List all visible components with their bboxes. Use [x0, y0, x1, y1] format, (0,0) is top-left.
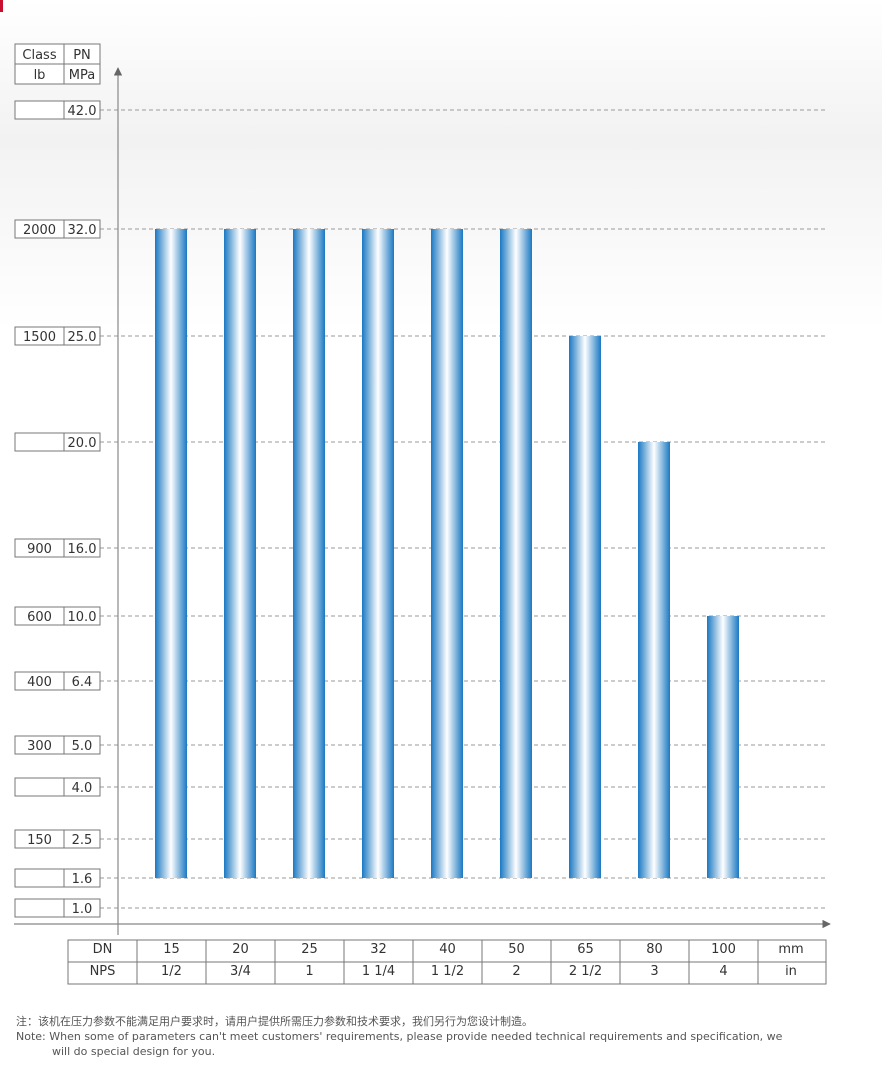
corner-accent	[0, 0, 3, 12]
bar-dn-100	[707, 616, 739, 878]
pn-unit-label: MPa	[69, 68, 95, 83]
class-tick-label: 1500	[23, 330, 56, 345]
dn-tick-label: 25	[301, 942, 318, 957]
size-table: DN NPS mm in 15 1/2 20 3/4 25 1 32 1 1/4 40 1 1/2 50 2 6…	[67, 939, 827, 985]
note-chinese: 注：该机在压力参数不能满足用户要求时，请用户提供所需压力参数和技术要求，我们另行…	[16, 1015, 533, 1028]
pn-cell	[63, 829, 101, 849]
pn-cell	[63, 432, 101, 452]
class-cell	[14, 100, 65, 120]
note-english-line1: Note: When some of parameters can't meet…	[16, 1030, 783, 1043]
dn-tick-label: 100	[711, 942, 736, 957]
class-tick-label: 900	[27, 542, 52, 557]
bar-dn-40	[431, 229, 463, 878]
pn-cell	[63, 777, 101, 797]
dn-tick-label: 15	[163, 942, 180, 957]
dn-unit-label: mm	[778, 942, 803, 957]
pn-cell	[63, 606, 101, 626]
nps-tick-label: 1 1/2	[431, 964, 464, 979]
pn-cell	[63, 538, 101, 558]
bar-dn-15	[155, 229, 187, 878]
class-cell	[14, 898, 65, 918]
nps-tick-label: 4	[719, 964, 727, 979]
pn-cell	[63, 735, 101, 755]
nps-tick-label: 2 1/2	[569, 964, 602, 979]
nps-tick-label: 1	[305, 964, 313, 979]
nps-tick-label: 1/2	[161, 964, 182, 979]
dn-row-label: DN	[93, 942, 113, 957]
pn-cell	[63, 868, 101, 888]
bars	[155, 229, 739, 878]
dn-tick-label: 40	[439, 942, 456, 957]
pn-tick-label: 42.0	[68, 104, 97, 119]
note-english-line2: will do special design for you.	[52, 1045, 216, 1058]
pn-tick-label: 16.0	[68, 542, 97, 557]
pn-tick-label: 1.6	[72, 872, 93, 887]
dn-tick-label: 80	[646, 942, 663, 957]
dn-tick-label: 20	[232, 942, 249, 957]
nps-unit-label: in	[785, 964, 797, 979]
class-header-label: Class	[22, 48, 56, 63]
pn-tick-label: 2.5	[72, 833, 93, 848]
bar-dn-20	[224, 229, 256, 878]
bar-dn-80	[638, 442, 670, 878]
nps-cell	[757, 961, 827, 985]
pn-tick-label: 5.0	[72, 739, 93, 754]
bar-dn-50	[500, 229, 532, 878]
dn-tick-label: 32	[370, 942, 387, 957]
class-tick-label: 400	[27, 675, 52, 690]
pn-header-label: PN	[73, 48, 91, 63]
nps-tick-label: 2	[512, 964, 520, 979]
class-tick-label: 150	[27, 833, 52, 848]
bar-dn-25	[293, 229, 325, 878]
pn-tick-label: 20.0	[68, 436, 97, 451]
pn-cell	[63, 219, 101, 239]
scale-header: Class PN lb MPa	[14, 43, 101, 85]
pn-tick-label: 10.0	[68, 610, 97, 625]
pn-cell	[63, 898, 101, 918]
class-cell	[14, 777, 65, 797]
class-tick-label: 600	[27, 610, 52, 625]
pn-cell	[63, 671, 101, 691]
nps-row-label: NPS	[90, 964, 116, 979]
bar-dn-65	[569, 336, 601, 878]
axes	[14, 67, 831, 935]
footnote: 注：该机在压力参数不能满足用户要求时，请用户提供所需压力参数和技术要求，我们另行…	[16, 1014, 866, 1059]
pn-tick-label: 32.0	[68, 223, 97, 238]
pn-tick-label: 25.0	[68, 330, 97, 345]
pn-cell	[63, 326, 101, 346]
class-tick-label: 2000	[23, 223, 56, 238]
grid-lines	[100, 109, 826, 909]
class-unit-label: lb	[34, 68, 46, 83]
dn-tick-label: 50	[508, 942, 525, 957]
nps-tick-label: 1 1/4	[362, 964, 395, 979]
pn-tick-label: 1.0	[72, 902, 93, 917]
dn-tick-label: 65	[577, 942, 594, 957]
bar-dn-32	[362, 229, 394, 878]
pn-cell	[63, 100, 101, 120]
pressure-scale: 42.0 2000 32.0 1500 25.0 20.0 900 16.0 600 10.0 40…	[14, 100, 101, 918]
nps-tick-label: 3/4	[230, 964, 251, 979]
pn-tick-label: 4.0	[72, 781, 93, 796]
nps-tick-label: 3	[650, 964, 658, 979]
class-cell	[14, 432, 65, 452]
class-cell	[14, 868, 65, 888]
class-tick-label: 300	[27, 739, 52, 754]
pn-tick-label: 6.4	[72, 675, 93, 690]
